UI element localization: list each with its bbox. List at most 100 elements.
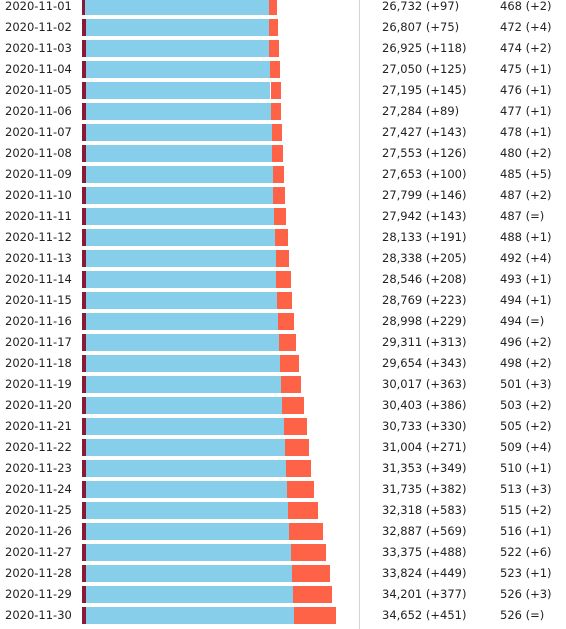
recovered-bar bbox=[85, 19, 269, 36]
recovered-bar bbox=[85, 187, 274, 204]
active-bar bbox=[290, 544, 327, 561]
active-bar bbox=[289, 523, 323, 540]
chart-row: 2020-11-01 26,732 (+97) 468 (+2) bbox=[0, 0, 566, 18]
death-count-label: 492 (+4) bbox=[500, 251, 552, 265]
death-count-label: 510 (+1) bbox=[500, 461, 552, 475]
active-bar bbox=[293, 586, 333, 603]
active-bar bbox=[287, 502, 319, 519]
recovered-bar bbox=[85, 292, 278, 309]
recovered-bar bbox=[85, 271, 277, 288]
recovered-bar bbox=[85, 439, 285, 456]
case-count-label: 28,338 (+205) bbox=[382, 251, 467, 265]
deaths-bar bbox=[82, 481, 86, 498]
case-count-label: 28,546 (+208) bbox=[382, 272, 467, 286]
deaths-bar bbox=[82, 292, 86, 309]
case-count-label: 33,375 (+488) bbox=[382, 545, 467, 559]
recovered-bar bbox=[85, 586, 294, 603]
recovered-bar bbox=[85, 229, 275, 246]
active-bar bbox=[274, 229, 288, 246]
date-label: 2020-11-04 bbox=[5, 62, 72, 76]
active-bar bbox=[273, 187, 286, 204]
death-count-label: 480 (+2) bbox=[500, 146, 552, 160]
death-count-label: 478 (+1) bbox=[500, 125, 552, 139]
active-bar bbox=[284, 439, 309, 456]
case-count-label: 30,017 (+363) bbox=[382, 377, 467, 391]
active-bar bbox=[283, 418, 307, 435]
case-count-label: 27,284 (+89) bbox=[382, 104, 460, 118]
deaths-bar bbox=[82, 544, 86, 561]
recovered-bar bbox=[85, 103, 272, 120]
case-count-label: 32,318 (+583) bbox=[382, 503, 467, 517]
active-bar bbox=[285, 460, 312, 477]
case-count-label: 34,201 (+377) bbox=[382, 587, 467, 601]
deaths-bar bbox=[82, 607, 86, 624]
case-count-label: 31,004 (+271) bbox=[382, 440, 467, 454]
recovered-bar bbox=[85, 565, 293, 582]
case-count-label: 27,427 (+143) bbox=[382, 125, 467, 139]
date-label: 2020-11-25 bbox=[5, 503, 72, 517]
date-label: 2020-11-22 bbox=[5, 440, 72, 454]
date-label: 2020-11-28 bbox=[5, 566, 72, 580]
case-count-label: 30,733 (+330) bbox=[382, 419, 467, 433]
date-label: 2020-11-14 bbox=[5, 272, 72, 286]
deaths-bar bbox=[82, 502, 86, 519]
case-count-label: 28,133 (+191) bbox=[382, 230, 467, 244]
chart-row: 2020-11-29 34,201 (+377) 526 (+3) bbox=[0, 585, 566, 606]
active-bar bbox=[294, 607, 336, 624]
date-label: 2020-11-26 bbox=[5, 524, 72, 538]
chart-row: 2020-11-06 27,284 (+89) 477 (+1) bbox=[0, 102, 566, 123]
case-count-label: 32,887 (+569) bbox=[382, 524, 467, 538]
case-count-label: 31,735 (+382) bbox=[382, 482, 467, 496]
deaths-bar bbox=[82, 376, 86, 393]
deaths-bar bbox=[82, 334, 86, 351]
date-label: 2020-11-09 bbox=[5, 167, 72, 181]
deaths-bar bbox=[82, 229, 86, 246]
deaths-bar bbox=[82, 586, 86, 603]
deaths-bar bbox=[82, 355, 86, 372]
case-count-label: 26,732 (+97) bbox=[382, 0, 460, 13]
recovered-bar bbox=[85, 544, 291, 561]
chart-row: 2020-11-15 28,769 (+223) 494 (+1) bbox=[0, 291, 566, 312]
date-label: 2020-11-19 bbox=[5, 377, 72, 391]
chart-row: 2020-11-28 33,824 (+449) 523 (+1) bbox=[0, 564, 566, 585]
death-count-label: 474 (+2) bbox=[500, 41, 552, 55]
date-label: 2020-11-02 bbox=[5, 20, 72, 34]
date-label: 2020-11-01 bbox=[5, 0, 72, 13]
date-label: 2020-11-11 bbox=[5, 209, 72, 223]
deaths-bar bbox=[82, 61, 86, 78]
recovered-bar bbox=[85, 40, 270, 57]
deaths-bar bbox=[82, 397, 86, 414]
active-bar bbox=[292, 565, 330, 582]
active-bar bbox=[269, 40, 279, 57]
case-count-label: 30,403 (+386) bbox=[382, 398, 467, 412]
recovered-bar bbox=[85, 145, 273, 162]
death-count-label: 503 (+2) bbox=[500, 398, 552, 412]
case-count-label: 27,553 (+126) bbox=[382, 146, 467, 160]
active-bar bbox=[277, 313, 294, 330]
case-count-label: 27,653 (+100) bbox=[382, 167, 467, 181]
deaths-bar bbox=[82, 271, 86, 288]
active-bar bbox=[274, 208, 287, 225]
death-count-label: 513 (+3) bbox=[500, 482, 552, 496]
case-count-label: 29,311 (+313) bbox=[382, 335, 467, 349]
deaths-bar bbox=[82, 145, 86, 162]
recovered-bar bbox=[85, 481, 287, 498]
death-count-label: 509 (+4) bbox=[500, 440, 552, 454]
case-count-label: 33,824 (+449) bbox=[382, 566, 467, 580]
recovered-bar bbox=[85, 460, 286, 477]
date-label: 2020-11-29 bbox=[5, 587, 72, 601]
deaths-bar bbox=[82, 460, 86, 477]
date-label: 2020-11-20 bbox=[5, 398, 72, 412]
date-label: 2020-11-03 bbox=[5, 41, 72, 55]
chart-row: 2020-11-14 28,546 (+208) 493 (+1) bbox=[0, 270, 566, 291]
active-bar bbox=[282, 397, 305, 414]
deaths-bar bbox=[82, 439, 86, 456]
chart-row: 2020-11-07 27,427 (+143) 478 (+1) bbox=[0, 123, 566, 144]
deaths-bar bbox=[82, 313, 86, 330]
deaths-bar bbox=[82, 0, 86, 15]
recovered-bar bbox=[85, 397, 283, 414]
recovered-bar bbox=[85, 208, 275, 225]
recovered-bar bbox=[85, 250, 276, 267]
deaths-bar bbox=[82, 19, 86, 36]
deaths-bar bbox=[82, 82, 86, 99]
